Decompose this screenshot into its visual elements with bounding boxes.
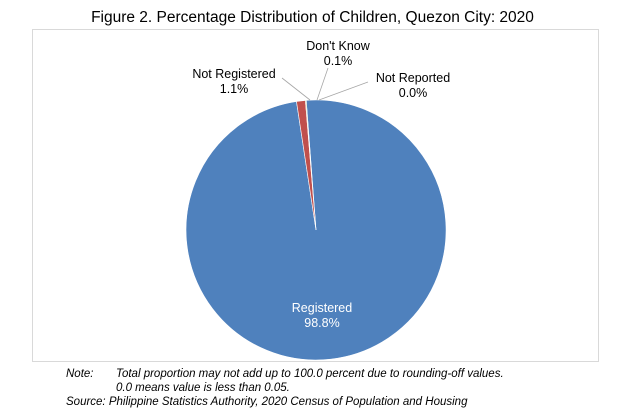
data-label-don-t-know: Don't Know 0.1% [306, 39, 371, 68]
leader-line-not-registered [281, 77, 311, 101]
data-label-not-reported: Not Reported 0.0% [376, 71, 450, 100]
chart-title: Figure 2. Percentage Distribution of Chi… [91, 9, 534, 26]
pie-slice-don-t-know [305, 100, 317, 231]
data-label-value: 0.0% [399, 86, 428, 100]
data-label-registered: Registered 98.8% [292, 301, 352, 330]
data-label-value: 1.1% [220, 82, 249, 96]
source-note: Source: Philippine Statistics Authority,… [66, 396, 468, 408]
leader-line-don-t-know [316, 67, 329, 101]
note-label: Note: [66, 368, 94, 380]
data-label-name: Registered [292, 301, 352, 315]
leader-line-not-reported [318, 81, 369, 101]
data-label-not-registered: Not Registered 1.1% [192, 67, 275, 96]
data-label-value: 0.1% [324, 54, 353, 68]
note-line-rounding: Total proportion may not add up to 100.0… [116, 368, 504, 380]
data-label-name: Not Registered [192, 67, 275, 81]
data-label-name: Don't Know [306, 39, 371, 53]
data-labels: Registered 98.8% Not Registered 1.1% Don't K… [192, 39, 450, 330]
leader-lines [281, 67, 369, 101]
data-label-value: 98.8% [304, 316, 339, 330]
data-label-name: Not Reported [376, 71, 450, 85]
pie-slices [185, 99, 447, 361]
note-line-zero-meaning: 0.0 means value is less than 0.05. [116, 382, 290, 394]
